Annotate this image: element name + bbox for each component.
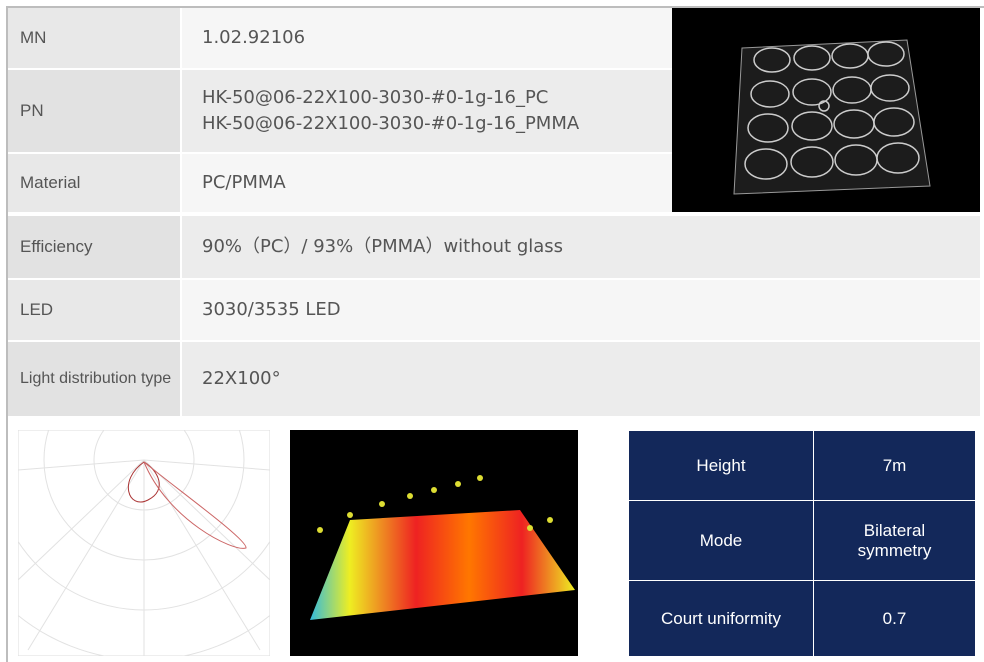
result-row: Mode Bilateral symmetry bbox=[628, 500, 976, 581]
value-line: HK-50@06-22X100-3030-#0-1g-16_PC bbox=[202, 87, 549, 108]
row-label: PN bbox=[8, 70, 180, 152]
lens-photo bbox=[672, 8, 980, 212]
result-row: Court uniformity 0.7 bbox=[628, 580, 976, 657]
result-table: Height 7m Mode Bilateral symmetry Court unif… bbox=[628, 430, 976, 657]
row-value: PC/PMMA bbox=[182, 154, 672, 212]
result-value: 0.7 bbox=[813, 580, 976, 657]
result-value: 7m bbox=[813, 430, 976, 501]
value-line: 1.02.92106 bbox=[202, 27, 306, 48]
value-line: 22X100° bbox=[202, 368, 281, 389]
row-label: Light distribution type bbox=[8, 342, 180, 416]
result-label: Court uniformity bbox=[628, 580, 814, 657]
row-label: LED bbox=[8, 280, 180, 340]
result-value: Bilateral symmetry bbox=[813, 500, 976, 581]
row-value: 90%（PC）/ 93%（PMMA）without glass bbox=[182, 216, 980, 278]
row-label: MN bbox=[8, 8, 180, 68]
row-value: 3030/3535 LED bbox=[182, 280, 980, 340]
value-line: PC/PMMA bbox=[202, 172, 286, 193]
result-label: Height bbox=[628, 430, 814, 501]
row-label: Material bbox=[8, 154, 180, 212]
row-value: 1.02.92106 bbox=[182, 8, 672, 68]
frame bbox=[6, 6, 984, 662]
value-line: 3030/3535 LED bbox=[202, 299, 341, 320]
row-value: HK-50@06-22X100-3030-#0-1g-16_PC HK-50@06… bbox=[182, 70, 672, 152]
polar-diagram bbox=[18, 430, 270, 656]
value-line: HK-50@06-22X100-3030-#0-1g-16_PMMA bbox=[202, 113, 580, 134]
illuminance-map bbox=[290, 430, 578, 656]
result-label: Mode bbox=[628, 500, 814, 581]
result-row: Height 7m bbox=[628, 430, 976, 501]
row-value: 22X100° bbox=[182, 342, 980, 416]
row-label: Efficiency bbox=[8, 216, 180, 278]
value-line: 90%（PC）/ 93%（PMMA）without glass bbox=[202, 236, 564, 257]
